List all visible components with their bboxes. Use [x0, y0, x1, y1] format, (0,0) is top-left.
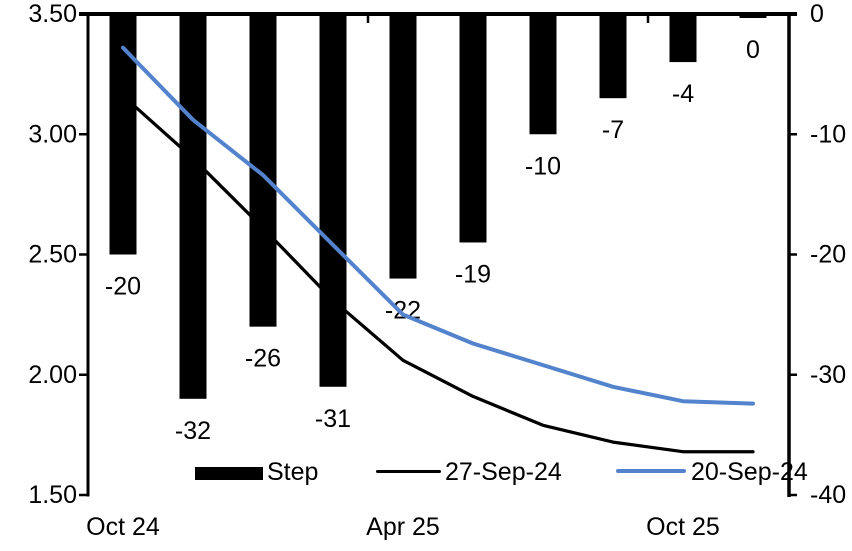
bar-step-8	[669, 14, 697, 63]
bar-value-label-1: -32	[175, 417, 211, 445]
legend-label-27-sep-24: 27-Sep-24	[445, 458, 562, 486]
legend-label-20-sep-24: 20-Sep-24	[691, 458, 808, 486]
left-axis-label: 2.00	[28, 361, 77, 389]
legend-swatch-27-sep-line	[376, 470, 441, 473]
line-27-Sep-24	[121, 94, 755, 454]
right-axis-label: -10	[810, 120, 846, 148]
right-axis-label: 0	[810, 0, 824, 28]
bar-step-5	[459, 14, 487, 243]
bar-value-label-0: -20	[105, 273, 141, 301]
bar-value-label-5: -19	[455, 260, 491, 288]
bar-value-label-8: -4	[672, 80, 694, 108]
bar-step-7	[599, 14, 627, 99]
bar-step-6	[529, 14, 557, 135]
legend-swatch-20-sep-line	[616, 469, 686, 473]
line-20-Sep-24	[121, 45, 755, 406]
bar-value-label-6: -10	[525, 152, 561, 180]
x-axis-label: Oct 25	[646, 513, 720, 541]
bar-value-label-2: -26	[245, 345, 281, 373]
left-axis-label: 3.00	[28, 120, 77, 148]
legend-swatch-step-bar	[195, 467, 263, 480]
bar-value-label-9: 0	[746, 36, 760, 64]
left-axis-label: 1.50	[28, 481, 77, 509]
bar-step-2	[249, 14, 277, 327]
x-axis-label: Apr 25	[366, 513, 440, 541]
right-axis-label: -40	[810, 481, 846, 509]
bar-value-label-7: -7	[602, 116, 624, 144]
right-axis-label: -30	[810, 361, 846, 389]
bar-value-label-3: -31	[315, 405, 351, 433]
bar-step-0	[109, 14, 137, 255]
x-axis-label: Oct 24	[86, 513, 160, 541]
bar-step-4	[389, 14, 417, 279]
left-axis-label: 3.50	[28, 0, 77, 28]
bar-step-3	[319, 14, 347, 387]
legend-label-step: Step	[267, 458, 319, 486]
right-axis-label: -20	[810, 241, 846, 269]
bar-step-1	[179, 14, 207, 399]
left-axis-label: 2.50	[28, 241, 77, 269]
